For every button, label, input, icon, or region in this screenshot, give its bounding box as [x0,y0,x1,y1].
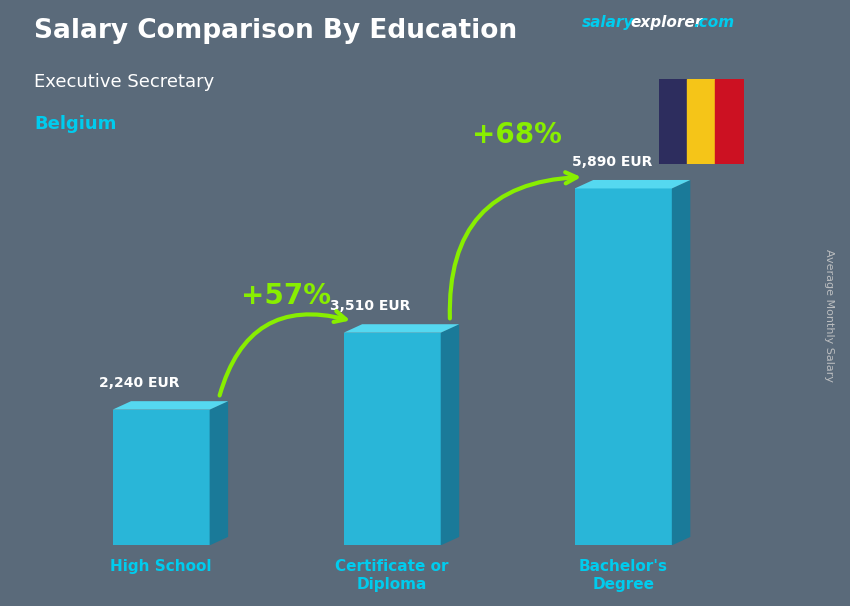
Text: 2,240 EUR: 2,240 EUR [99,376,179,390]
Text: .com: .com [694,15,734,30]
Text: explorer: explorer [631,15,703,30]
Polygon shape [575,188,672,545]
Polygon shape [440,324,459,545]
Text: Executive Secretary: Executive Secretary [34,73,214,91]
Bar [687,79,716,164]
Text: +68%: +68% [472,121,562,148]
Polygon shape [112,401,228,410]
Polygon shape [343,333,440,545]
Polygon shape [112,410,210,545]
Text: +57%: +57% [241,282,331,310]
Text: Belgium: Belgium [34,115,116,133]
Text: Average Monthly Salary: Average Monthly Salary [824,248,834,382]
Polygon shape [343,324,459,333]
Text: 3,510 EUR: 3,510 EUR [330,299,411,313]
Bar [716,79,744,164]
Text: 5,890 EUR: 5,890 EUR [572,155,653,169]
Polygon shape [672,180,690,545]
Text: salary: salary [582,15,635,30]
Text: Salary Comparison By Education: Salary Comparison By Education [34,18,517,44]
Bar [659,79,687,164]
Polygon shape [575,180,690,188]
Polygon shape [210,401,228,545]
